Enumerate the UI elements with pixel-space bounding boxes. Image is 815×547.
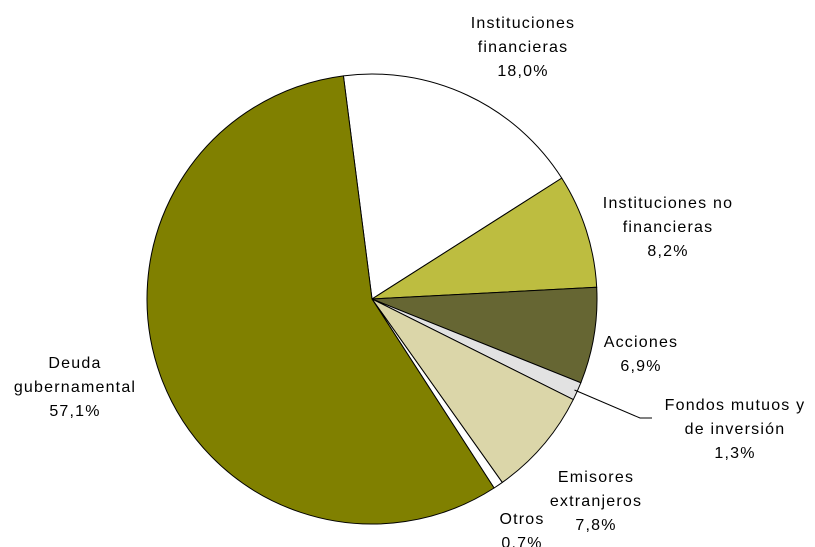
label-name: financieras xyxy=(478,39,569,56)
label-value: 1,3% xyxy=(714,445,755,462)
label-value: 0.7% xyxy=(501,535,542,547)
label-otros: Otros 0.7% xyxy=(499,511,544,547)
label-name: Acciones xyxy=(604,334,679,351)
label-value: 7,8% xyxy=(575,517,616,534)
label-name: Instituciones xyxy=(471,15,576,32)
label-emisores-extranjeros: Emisores extranjeros 7,8% xyxy=(550,469,642,534)
label-deuda-gubernamental: Deuda gubernamental 57,1% xyxy=(14,355,136,420)
label-acciones: Acciones 6,9% xyxy=(604,334,679,375)
leader-lines xyxy=(574,389,652,419)
label-value: 57,1% xyxy=(49,403,100,420)
label-instituciones-no-financieras: Instituciones no financieras 8,2% xyxy=(603,195,733,260)
label-name: Emisores xyxy=(558,469,634,486)
label-name: financieras xyxy=(623,219,714,236)
label-value: 8,2% xyxy=(647,243,688,260)
label-value: 6,9% xyxy=(620,358,661,375)
slice-labels: Instituciones financieras 18,0%Institucion… xyxy=(14,15,806,547)
slice-instituciones-no-financieras xyxy=(371,177,598,300)
label-fondos-mutuos-y-de-inversion: Fondos mutuos y de inversión 1,3% xyxy=(665,397,806,462)
label-name: gubernamental xyxy=(14,379,136,396)
slice-deuda-gubernamental xyxy=(146,75,495,525)
slice-emisores-extranjeros xyxy=(371,298,574,483)
label-name: de inversión xyxy=(685,421,786,438)
label-name: Otros xyxy=(499,511,544,528)
slice-instituciones-financieras xyxy=(342,73,563,300)
label-name: Deuda xyxy=(48,355,101,372)
label-name: extranjeros xyxy=(550,493,642,510)
label-name: Fondos mutuos y xyxy=(665,397,806,414)
pie-slices xyxy=(146,73,598,525)
label-value: 18,0% xyxy=(497,63,548,80)
leader-line-fondos xyxy=(574,389,652,419)
label-name: Instituciones no xyxy=(603,195,733,212)
label-instituciones-financieras: Instituciones financieras 18,0% xyxy=(471,15,576,80)
